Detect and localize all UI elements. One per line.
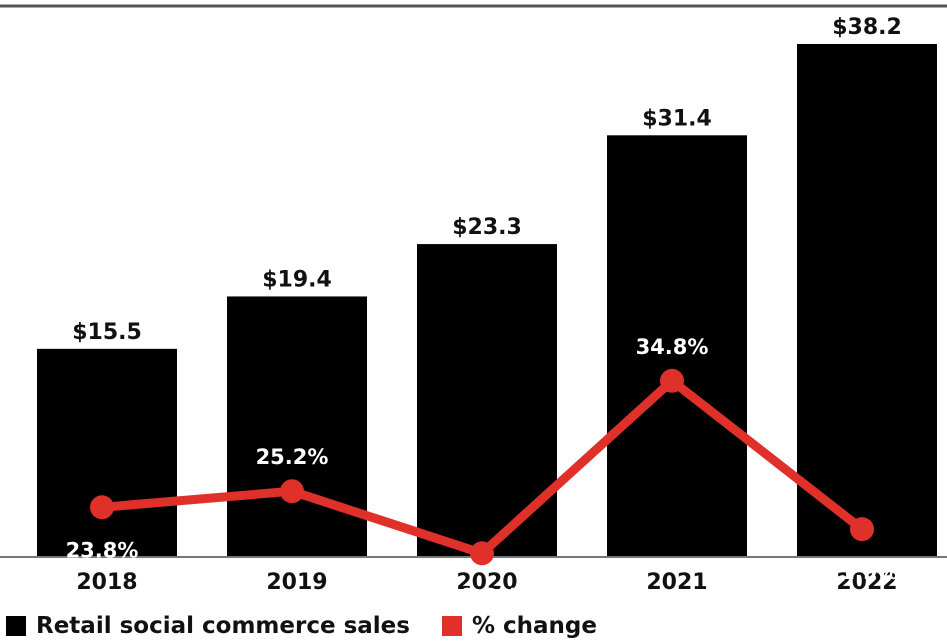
- x-tick-label: 2021: [646, 570, 707, 595]
- x-tick-label: 2018: [76, 570, 137, 595]
- bar-value-label: $23.3: [452, 215, 522, 240]
- percent-change-label: 19.8%: [446, 584, 519, 608]
- percent-change-label: 25.2%: [256, 445, 329, 469]
- percent-change-labels-group: 23.8% 25.2% 19.8% 34.8% 21.9%: [66, 335, 899, 609]
- percent-change-point: [90, 495, 114, 520]
- bar-value-label: $19.4: [262, 267, 332, 292]
- legend-label-sales: Retail social commerce sales: [36, 613, 410, 639]
- x-tick-label: 2020: [456, 570, 517, 595]
- legend: Retail social commerce sales % change: [6, 611, 629, 641]
- percent-change-label: 34.8%: [636, 335, 709, 359]
- x-tick-label: 2022: [836, 570, 897, 595]
- percent-change-label: 23.8%: [66, 538, 139, 562]
- legend-swatch-sales: [6, 616, 26, 636]
- percent-change-label: 21.9%: [826, 560, 899, 584]
- legend-label-change: % change: [471, 613, 597, 639]
- percent-change-points-group: [90, 368, 874, 566]
- percent-change-point: [280, 479, 304, 504]
- bars-group: [37, 43, 937, 557]
- bar-labels-group: $15.5 $19.4 $23.3 $31.4 $38.2: [72, 15, 902, 345]
- percent-change-point: [660, 368, 684, 393]
- percent-change-point: [850, 517, 874, 542]
- bar-2022: [797, 43, 937, 557]
- bar-2021: [607, 135, 747, 557]
- bar-value-label: $15.5: [72, 320, 142, 345]
- bar-2018: [37, 348, 177, 557]
- x-tick-labels-group: 2018 2019 2020 2021 2022: [76, 570, 897, 595]
- bar-2019: [227, 296, 367, 557]
- legend-swatch-change: [441, 616, 462, 636]
- legend-item-change: % change: [441, 613, 597, 639]
- bar-value-label: $38.2: [832, 15, 902, 40]
- legend-item-sales: Retail social commerce sales: [6, 613, 410, 639]
- percent-change-point: [470, 541, 494, 566]
- bar-value-label: $31.4: [642, 106, 712, 131]
- x-tick-label: 2019: [266, 570, 327, 595]
